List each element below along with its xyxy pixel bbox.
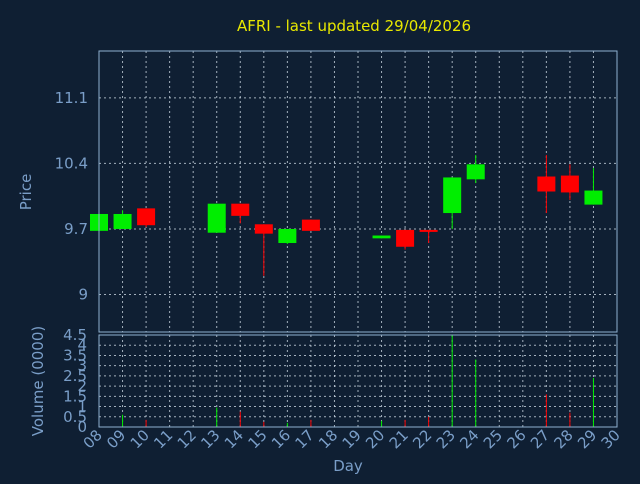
candles — [90, 154, 603, 276]
x-tick-label: 22 — [409, 426, 435, 452]
price-tick-labels: 9 9.7 10.4 11.1 — [55, 89, 88, 304]
volume-tick-label: 2.5 — [63, 367, 87, 385]
candle-body — [231, 203, 250, 216]
candle-body — [419, 229, 438, 232]
x-axis-label: Day — [333, 457, 363, 475]
price-plot-frame — [98, 50, 618, 333]
candle-body — [301, 219, 320, 231]
candle-body — [372, 235, 391, 239]
x-tick-labels: 0809101112131415161718192021222324252627… — [80, 426, 624, 452]
x-tick-label: 28 — [551, 426, 577, 452]
price-tick-label: 10.4 — [55, 154, 88, 172]
x-tick-label: 30 — [598, 426, 624, 452]
x-tick-label: 18 — [315, 426, 341, 452]
price-tick-label: 9 — [78, 286, 88, 304]
x-tick-label: 20 — [362, 426, 388, 452]
volume-tick-label: 3.5 — [63, 346, 87, 364]
x-tick-label: 26 — [503, 426, 529, 452]
volume-tick-label: 0.5 — [63, 408, 87, 426]
volume-tick-label: 4.5 — [63, 326, 87, 344]
candle-body — [278, 228, 297, 244]
candle-body — [396, 229, 415, 247]
x-tick-label: 16 — [268, 426, 294, 452]
x-tick-label: 23 — [433, 426, 459, 452]
volume-plot-frame — [98, 334, 618, 428]
x-tick-label: 14 — [221, 426, 247, 452]
x-tick-label: 25 — [480, 426, 506, 452]
candle-body — [584, 190, 603, 205]
volume-tick-label: 1.5 — [63, 387, 87, 405]
candle-body — [443, 177, 462, 214]
x-tick-label: 15 — [244, 426, 270, 452]
volume-tick-label: 4 — [77, 336, 87, 354]
price-tick-label: 9.7 — [64, 220, 88, 238]
volume-axis-label: Volume (0000) — [29, 326, 47, 436]
volume-bars — [122, 335, 594, 427]
candle-body — [113, 213, 132, 229]
volume-tick-label: 2 — [77, 377, 87, 395]
x-tick-label: 12 — [174, 426, 200, 452]
candle-body — [254, 224, 273, 234]
chart-title: AFRI - last updated 29/04/2026 — [237, 17, 471, 35]
candle-body — [137, 208, 156, 226]
volume-tick-label: 1 — [77, 398, 87, 416]
volume-tick-label: 0 — [77, 418, 87, 436]
x-tick-label: 24 — [456, 426, 482, 452]
x-tick-label: 29 — [574, 426, 600, 452]
volume-tick-labels: 00.511.522.533.544.5 — [63, 326, 87, 436]
x-tick-label: 09 — [103, 426, 129, 452]
candle-body — [466, 164, 485, 180]
x-tick-label: 13 — [197, 426, 223, 452]
price-tick-label: 11.1 — [55, 89, 88, 107]
candle-body — [537, 176, 556, 192]
x-tick-label: 27 — [527, 426, 553, 452]
x-tick-label: 10 — [127, 426, 153, 452]
x-tick-label: 17 — [292, 426, 318, 452]
volume-grid — [99, 334, 617, 428]
x-tick-label: 19 — [339, 426, 365, 452]
x-tick-label: 21 — [386, 426, 412, 452]
candle-body — [560, 175, 579, 193]
volume-tick-label: 3 — [77, 357, 87, 375]
candle-body — [207, 203, 226, 233]
x-tick-label: 11 — [150, 426, 176, 452]
price-axis-label: Price — [17, 174, 35, 211]
